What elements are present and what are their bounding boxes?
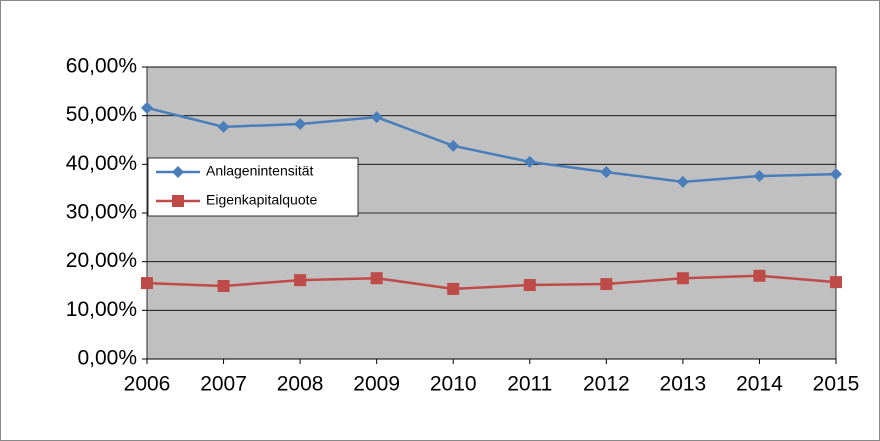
point: [141, 101, 153, 114]
point: [370, 272, 383, 285]
y-tick-label: 20,00%: [66, 249, 137, 272]
point: [217, 280, 230, 292]
point: [676, 272, 689, 285]
point: [217, 120, 230, 133]
x-tick-label: 2015: [813, 373, 860, 396]
point: [830, 168, 842, 181]
x-tick-label: 2009: [353, 373, 400, 396]
y-tick-label: 10,00%: [66, 298, 137, 321]
y-tick-label: 40,00%: [66, 152, 137, 175]
point: [141, 277, 153, 290]
y-tick-label: 30,00%: [66, 201, 137, 224]
y-tick-label: 50,00%: [66, 103, 137, 126]
point: [830, 276, 842, 289]
point: [294, 117, 307, 130]
legend-label: Eigenkapitalquote: [206, 192, 318, 208]
x-tick-label: 2011: [507, 373, 552, 396]
line: [146, 106, 837, 184]
point: [600, 278, 613, 291]
y-tick-label: 60,00%: [66, 55, 137, 78]
x-tick-label: 2010: [430, 373, 477, 396]
point: [370, 111, 383, 124]
line: [146, 274, 837, 291]
legend-label: Anlagenintensität: [206, 163, 314, 179]
y-tick-label: 0,00%: [77, 347, 137, 370]
x-tick-label: 2012: [583, 373, 630, 396]
point: [447, 139, 460, 152]
point: [523, 155, 536, 168]
point: [523, 279, 536, 292]
point: [172, 195, 184, 207]
point: [294, 274, 307, 287]
point: [753, 170, 766, 183]
point: [600, 166, 613, 179]
x-tick-label: 2007: [200, 373, 247, 396]
x-tick-label: 2014: [736, 373, 783, 396]
point: [172, 166, 184, 178]
point: [676, 175, 689, 188]
x-tick-label: 2006: [124, 373, 171, 396]
x-tick-label: 2008: [277, 373, 324, 396]
point: [753, 269, 766, 282]
x-tick-label: 2013: [660, 373, 707, 396]
point: [447, 282, 460, 295]
